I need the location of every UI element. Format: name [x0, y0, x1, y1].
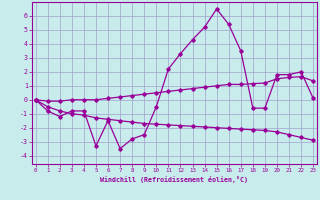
X-axis label: Windchill (Refroidissement éolien,°C): Windchill (Refroidissement éolien,°C): [100, 176, 248, 183]
